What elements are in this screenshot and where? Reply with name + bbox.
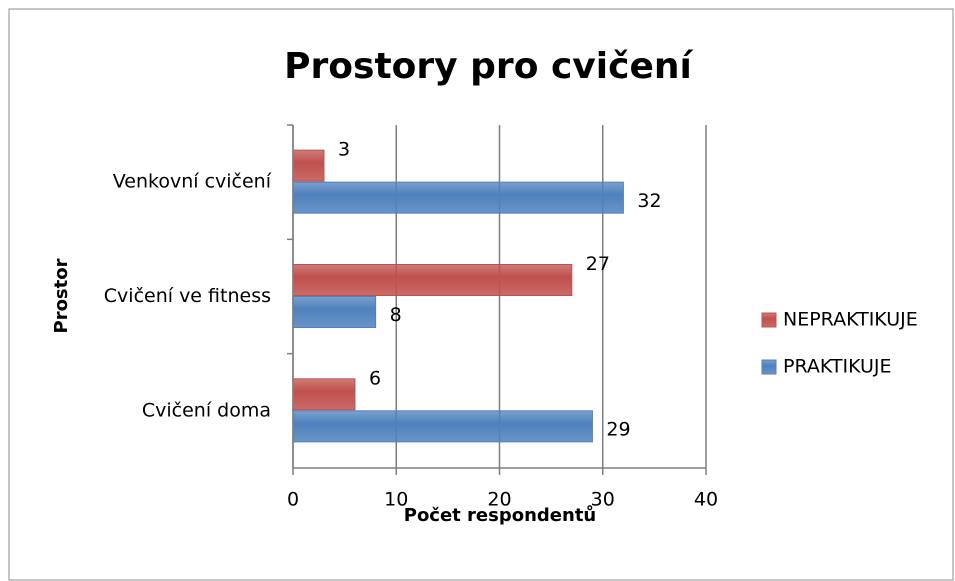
bar: [292, 264, 573, 296]
x-tick-label: 10: [384, 489, 408, 511]
legend-swatch: [761, 312, 777, 328]
y-axis-title: Prostor: [51, 258, 72, 333]
y-tick-label: Venkovní cvičení: [113, 171, 272, 193]
data-label: 27: [586, 253, 610, 275]
data-label: 8: [390, 304, 402, 326]
legend-label: PRAKTIKUJE: [783, 356, 892, 378]
data-label: 6: [369, 367, 381, 389]
bar: [292, 410, 593, 443]
data-label: 29: [606, 419, 630, 441]
x-tick-label: 0: [287, 489, 299, 511]
bar: [292, 149, 325, 182]
data-label: 32: [637, 190, 661, 212]
x-axis-title: Počet respondentů: [404, 504, 597, 526]
x-tick-label: 20: [487, 489, 511, 511]
bar: [292, 181, 624, 214]
bar: [292, 296, 377, 328]
chart-title: Prostory pro cvičení: [284, 46, 693, 87]
x-tick-label: 30: [591, 489, 615, 511]
bar: [292, 378, 356, 411]
data-label: 3: [338, 139, 350, 161]
y-tick-label: Cvičení doma: [142, 399, 271, 421]
x-tick-label: 40: [694, 489, 718, 511]
y-tick-label: Cvičení ve fitness: [104, 285, 271, 307]
legend-swatch: [761, 359, 777, 375]
legend-label: NEPRAKTIKUJE: [783, 309, 918, 331]
